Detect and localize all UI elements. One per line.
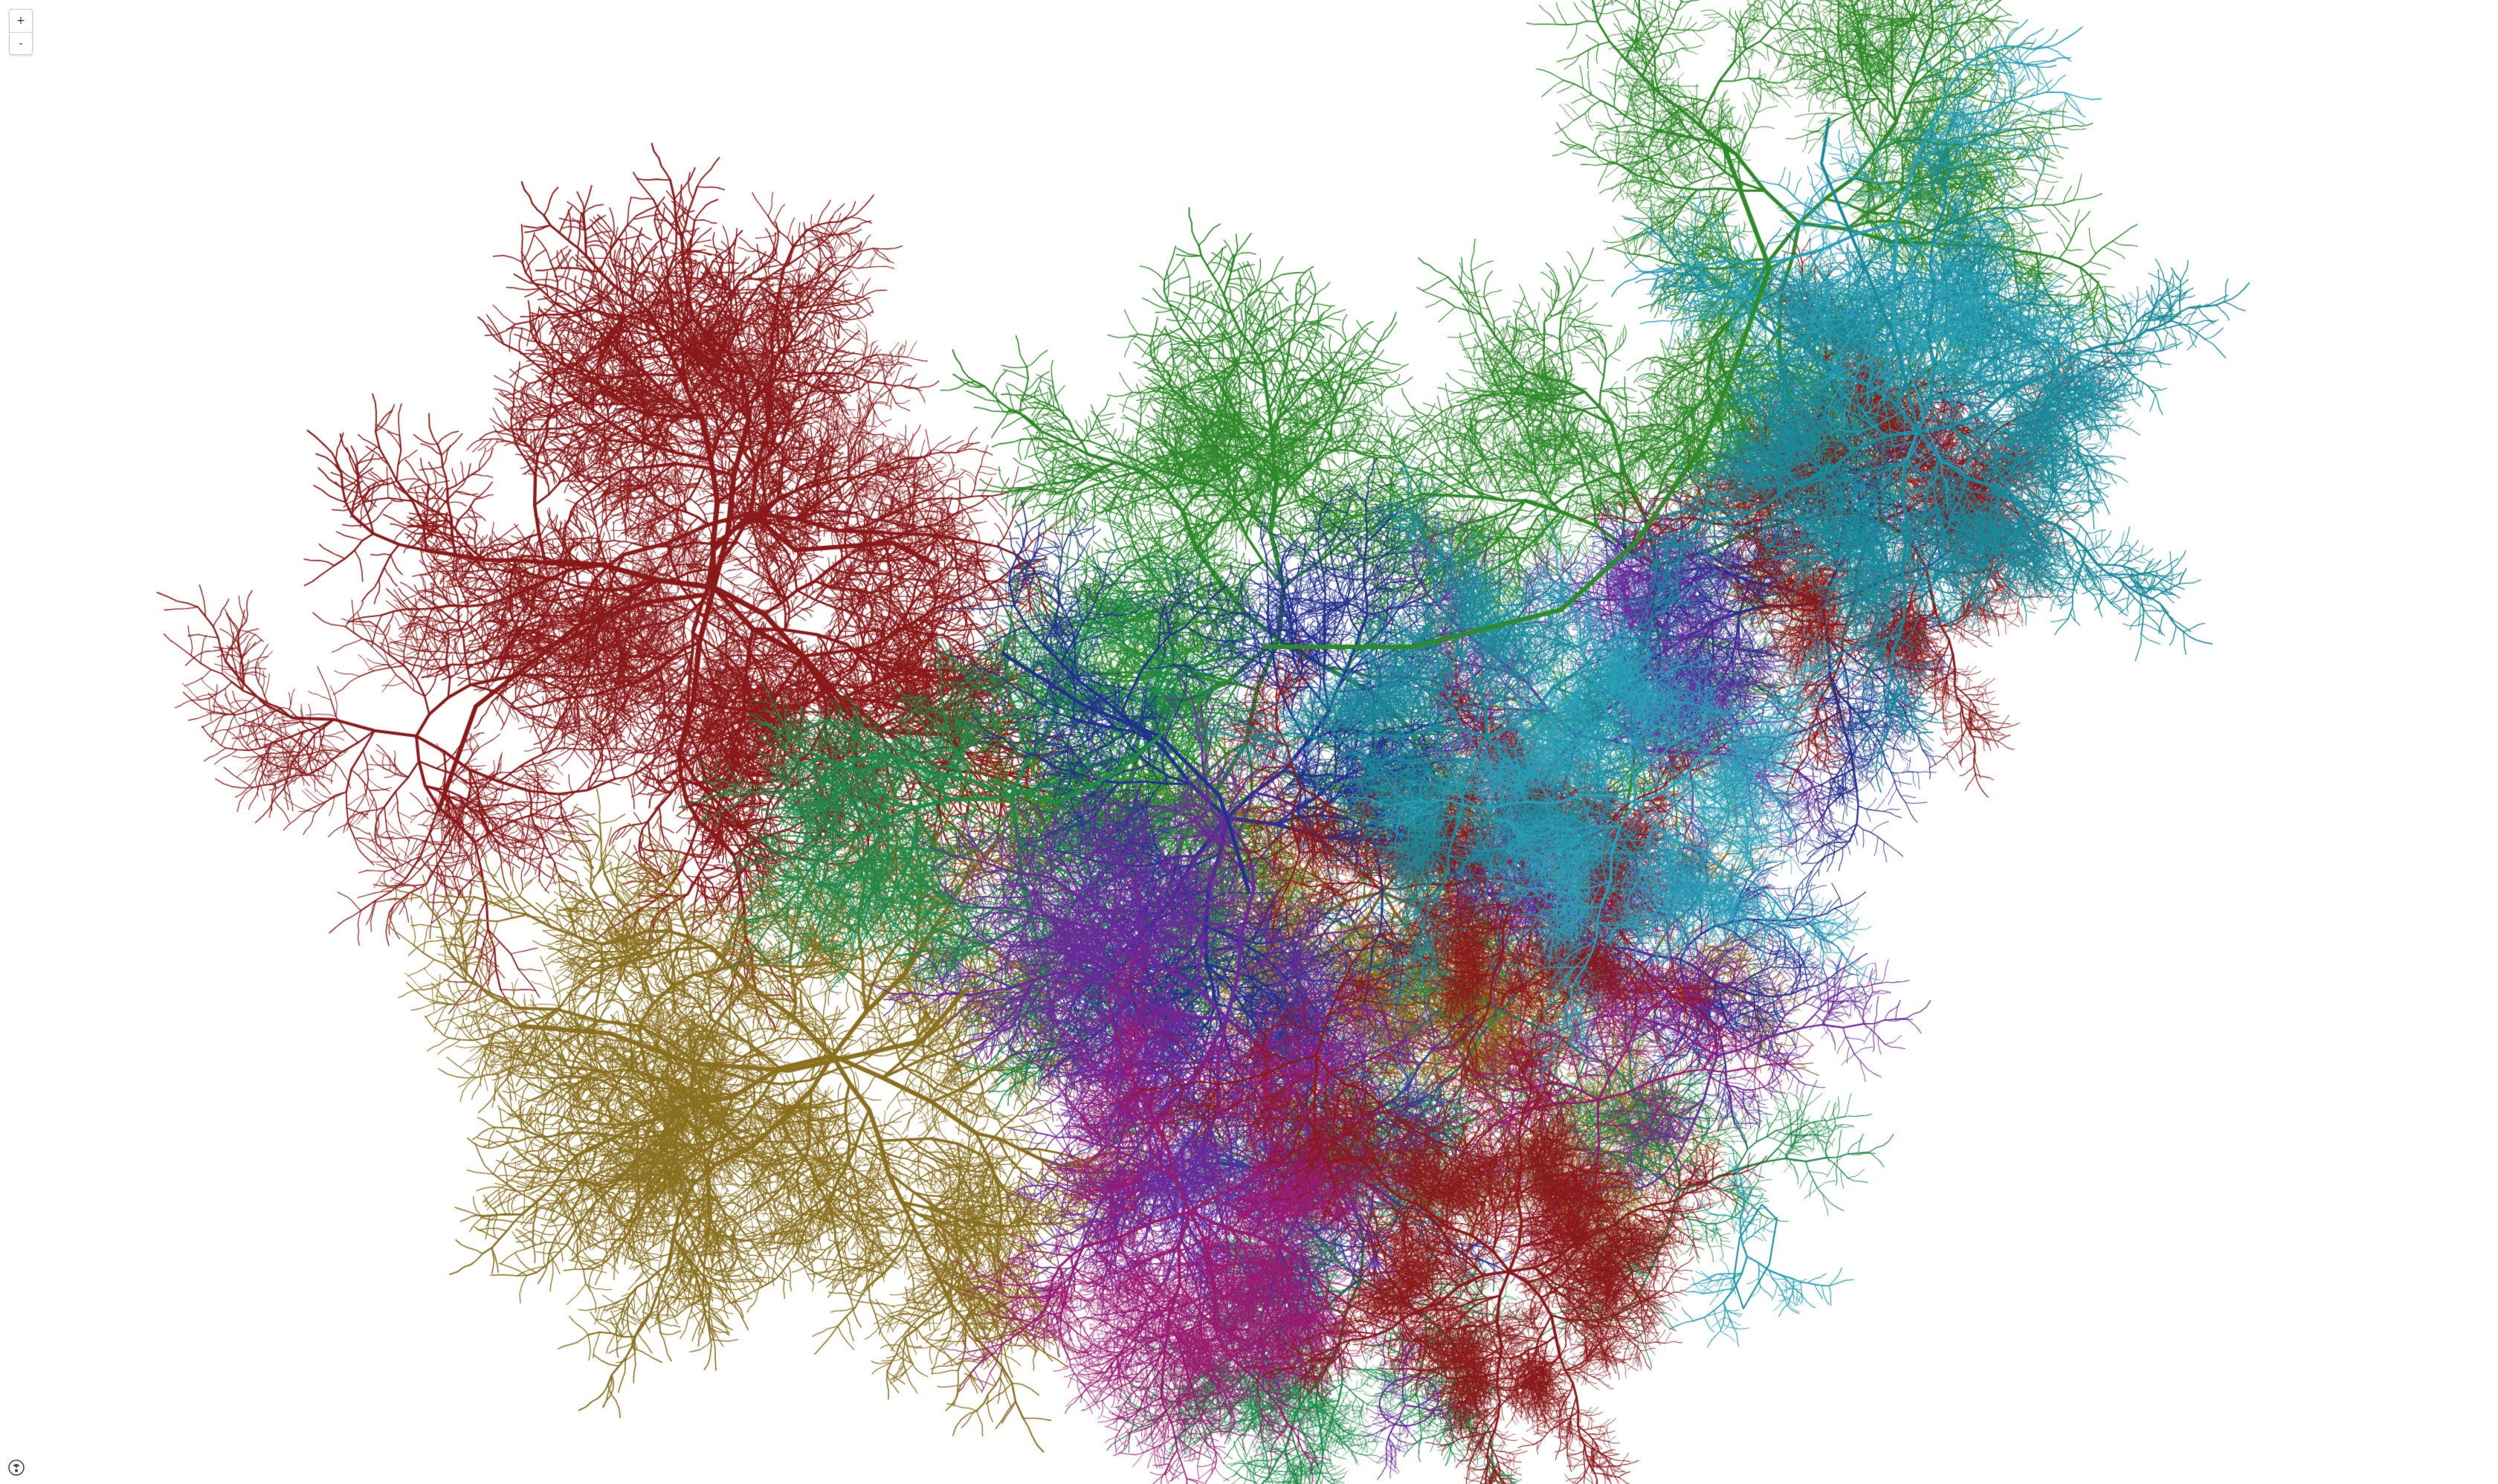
zoom-out-button[interactable]: -: [10, 32, 32, 54]
minus-icon: -: [19, 38, 23, 50]
logo-icon[interactable]: [7, 1459, 25, 1477]
zoom-control: + -: [9, 9, 33, 55]
plus-icon: +: [16, 15, 25, 27]
zoom-in-button[interactable]: +: [10, 10, 32, 32]
